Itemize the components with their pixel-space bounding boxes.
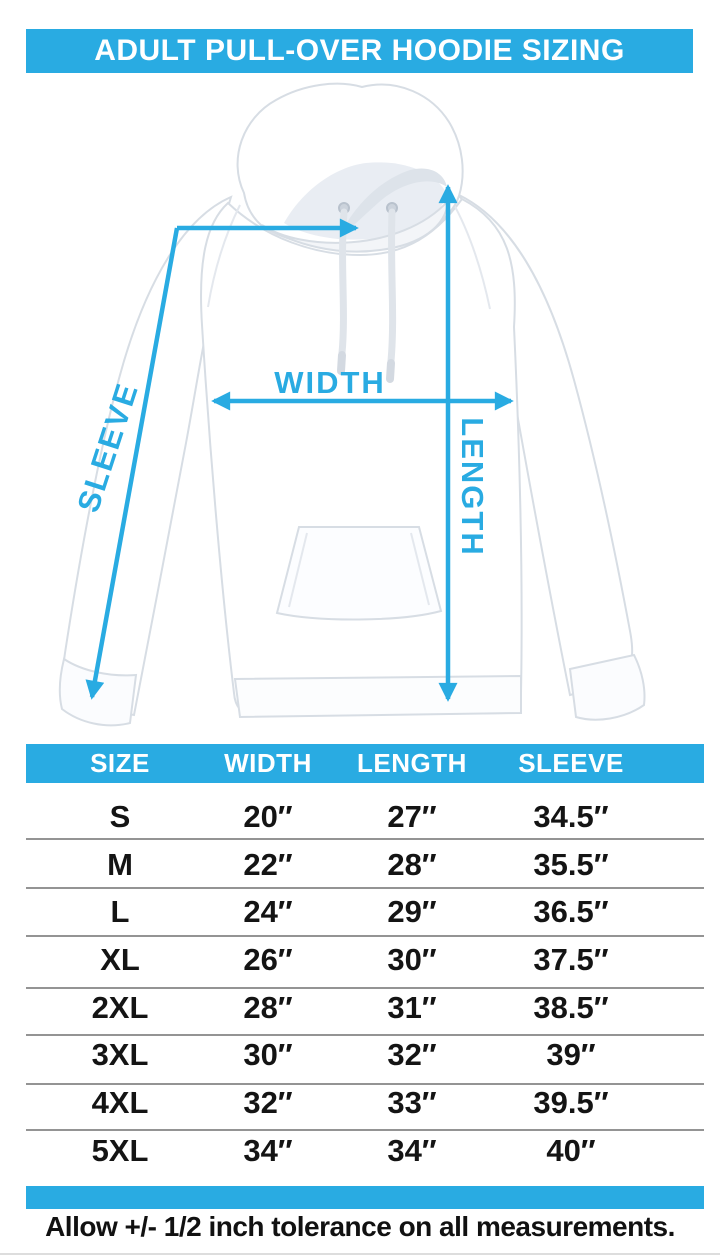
cell-sleeve: 34.5″	[533, 798, 609, 834]
cell-length: 29″	[387, 894, 437, 930]
cell-sleeve: 39″	[546, 1037, 596, 1073]
cell-length: 34″	[387, 1132, 437, 1168]
cell-length: 31″	[387, 989, 437, 1025]
cell-size: 3XL	[91, 1037, 149, 1073]
aglet-right	[386, 359, 395, 383]
cell-width: 28″	[243, 989, 293, 1025]
cell-length: 30″	[387, 941, 437, 977]
cell-size: 4XL	[91, 1084, 149, 1120]
cell-size: 2XL	[91, 989, 149, 1025]
cell-size: XL	[100, 941, 140, 977]
cell-width: 32″	[243, 1084, 293, 1120]
hoodie-diagram: WIDTH LENGTH SLEEVE	[58, 82, 646, 727]
row-separator	[26, 935, 704, 937]
pocket-seam-left	[288, 532, 308, 608]
pocket-seam-right	[410, 532, 430, 606]
right-cuff	[568, 653, 646, 721]
cell-width: 24″	[243, 894, 293, 930]
collar	[261, 198, 450, 253]
cell-width: 34″	[243, 1132, 293, 1168]
cell-length: 32″	[387, 1037, 437, 1073]
cell-sleeve: 39.5″	[533, 1084, 609, 1120]
hem-band	[233, 674, 522, 719]
footer-accent-bar	[26, 1186, 704, 1209]
title-bar: ADULT PULL-OVER HOODIE SIZING	[26, 29, 693, 73]
sleeve-arrow-diagonal	[85, 227, 180, 700]
image-bottom-edge	[0, 1253, 720, 1255]
cell-length: 28″	[387, 846, 437, 882]
size-table: S 20″ 27″ 34.5″ M 22″ 28″ 35.5″ L 24″ 29…	[26, 793, 704, 1175]
column-header-size: SIZE	[90, 748, 150, 778]
column-header-sleeve: SLEEVE	[518, 748, 624, 778]
cell-size: S	[109, 798, 131, 834]
cell-width: 22″	[243, 846, 293, 882]
cell-sleeve: 37.5″	[533, 941, 609, 977]
hood-fold	[340, 168, 447, 235]
raglan-seam-left	[207, 204, 241, 308]
cell-size: M	[107, 846, 133, 882]
row-separator	[26, 1034, 704, 1036]
drawstring-right	[387, 208, 397, 365]
length-arrow-label: LENGTH	[455, 417, 490, 556]
row-separator	[26, 887, 704, 889]
column-header-length: LENGTH	[357, 748, 467, 778]
page-title: ADULT PULL-OVER HOODIE SIZING	[94, 34, 625, 67]
cell-width: 30″	[243, 1037, 293, 1073]
tolerance-note: Allow +/- 1/2 inch tolerance on all meas…	[45, 1211, 675, 1242]
drawstring-left	[338, 208, 348, 357]
aglet-left	[337, 351, 346, 375]
cell-sleeve: 35.5″	[533, 846, 609, 882]
cell-sleeve: 36.5″	[533, 894, 609, 930]
cell-width: 20″	[243, 798, 293, 834]
row-separator	[26, 838, 704, 840]
cell-length: 33″	[387, 1084, 437, 1120]
cell-sleeve: 38.5″	[533, 989, 609, 1025]
cell-size: L	[110, 894, 130, 930]
hoodie-illustration	[58, 82, 646, 727]
raglan-seam-right	[451, 200, 491, 310]
cell-sleeve: 40″	[546, 1132, 596, 1168]
row-separator	[26, 1129, 704, 1131]
row-separator	[26, 1083, 704, 1085]
cell-length: 27″	[387, 798, 437, 834]
measurement-arrows	[85, 184, 514, 702]
cell-size: 5XL	[91, 1132, 149, 1168]
column-header-width: WIDTH	[224, 748, 312, 778]
row-separator	[26, 987, 704, 989]
kangaroo-pocket	[275, 526, 443, 621]
table-header-row: SIZE WIDTH LENGTH SLEEVE	[26, 744, 704, 783]
cell-width: 26″	[243, 941, 293, 977]
width-arrow-label: WIDTH	[274, 365, 386, 400]
